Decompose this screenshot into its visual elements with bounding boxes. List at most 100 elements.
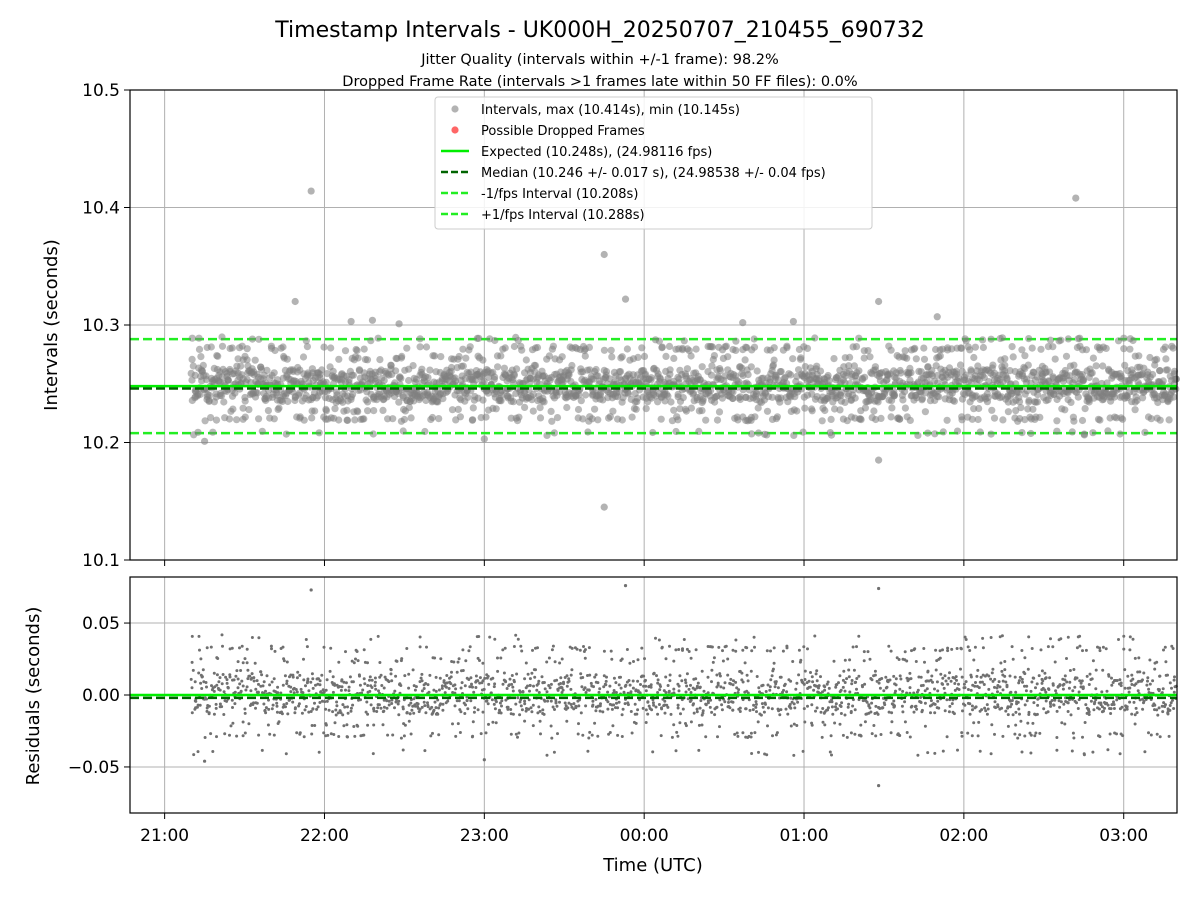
residual-point (943, 709, 947, 713)
interval-point (830, 355, 838, 363)
residual-point (1020, 750, 1024, 754)
residual-point (538, 719, 542, 723)
residual-point (350, 659, 354, 663)
interval-point (1092, 362, 1100, 370)
residual-point (476, 679, 480, 683)
interval-point (618, 416, 626, 424)
residual-point (212, 712, 216, 716)
interval-point (896, 415, 904, 423)
residual-point (1020, 677, 1024, 681)
residual-point (243, 657, 247, 661)
residual-point (449, 675, 453, 679)
residual-point (897, 658, 901, 661)
residual-point (676, 734, 680, 738)
bottom-axes: 21:00 22:00 23:00 00:00 01:00 02:00 03:00−0.05… (68, 576, 1178, 846)
residual-point (741, 648, 745, 652)
residual-point (1138, 698, 1142, 702)
residual-point (1050, 699, 1054, 702)
interval-point (715, 408, 724, 416)
interval-point (1078, 416, 1087, 425)
interval-point (943, 416, 951, 424)
residual-point (646, 700, 650, 704)
residual-point (1063, 678, 1067, 682)
interval-point (722, 342, 730, 350)
residual-point (436, 712, 440, 716)
residual-point (1104, 647, 1108, 651)
residual-point (980, 708, 984, 712)
residual-point (370, 686, 374, 689)
residual-point (636, 708, 640, 712)
residual-point (843, 658, 847, 662)
residual-point (559, 676, 563, 680)
residual-point (1161, 710, 1165, 714)
residual-point (672, 659, 676, 663)
residual-point (695, 710, 699, 714)
interval-point (237, 362, 245, 370)
interval-point (218, 342, 227, 350)
residual-point (255, 701, 259, 705)
residual-point (285, 679, 289, 683)
residual-point (1058, 705, 1062, 709)
residual-point (345, 723, 349, 727)
residual-point (1075, 676, 1079, 680)
residual-point (407, 686, 411, 690)
residual-point (387, 680, 391, 684)
interval-point (1116, 430, 1124, 438)
residual-point (341, 713, 345, 717)
bottom-y-tick-label: 0.00 (82, 686, 120, 706)
interval-outlier-point (600, 250, 608, 259)
residual-point (916, 753, 920, 757)
residual-point (1069, 713, 1073, 717)
residual-point (620, 735, 624, 738)
residual-point (764, 702, 767, 706)
interval-point (360, 415, 368, 423)
interval-point (953, 427, 962, 435)
residual-point (1130, 712, 1134, 716)
residual-point (792, 753, 796, 757)
interval-point (962, 371, 970, 379)
residual-point (1131, 637, 1135, 641)
interval-point (768, 393, 776, 401)
residual-point (1048, 676, 1052, 680)
residual-point (660, 646, 664, 650)
interval-point (364, 398, 372, 406)
residual-point (1087, 683, 1091, 686)
residual-point (675, 730, 679, 734)
residual-point (989, 752, 993, 756)
residual-point (1098, 735, 1102, 739)
interval-point (349, 390, 357, 398)
interval-point (999, 416, 1007, 424)
residual-point (594, 673, 598, 677)
residual-point (1098, 646, 1102, 650)
residual-point (597, 690, 601, 694)
residual-point (946, 646, 950, 650)
residual-point (320, 699, 324, 703)
residual-point (1087, 707, 1090, 711)
residual-point (1115, 698, 1119, 702)
residual-point (962, 682, 966, 686)
residual-point (528, 689, 531, 693)
residual-point (383, 675, 387, 679)
residual-point (848, 690, 852, 694)
residual-point (935, 680, 939, 684)
residual-point (378, 661, 382, 664)
residual-point (656, 681, 660, 685)
residual-point (685, 684, 689, 688)
residual-point (445, 674, 449, 677)
residual-point (1063, 722, 1067, 726)
interval-point (233, 416, 241, 424)
residual-point (945, 735, 949, 739)
residual-point (754, 702, 758, 706)
residual-point (337, 735, 341, 738)
residual-point (403, 723, 407, 727)
residual-point (701, 709, 705, 713)
interval-point (547, 407, 555, 415)
residual-point (1141, 678, 1144, 682)
residual-point (1024, 689, 1028, 693)
residual-point (870, 732, 874, 736)
residual-point (951, 698, 955, 702)
residual-point (826, 706, 830, 710)
interval-point (920, 355, 929, 363)
residual-point (1068, 669, 1072, 672)
residual-point (431, 731, 434, 735)
